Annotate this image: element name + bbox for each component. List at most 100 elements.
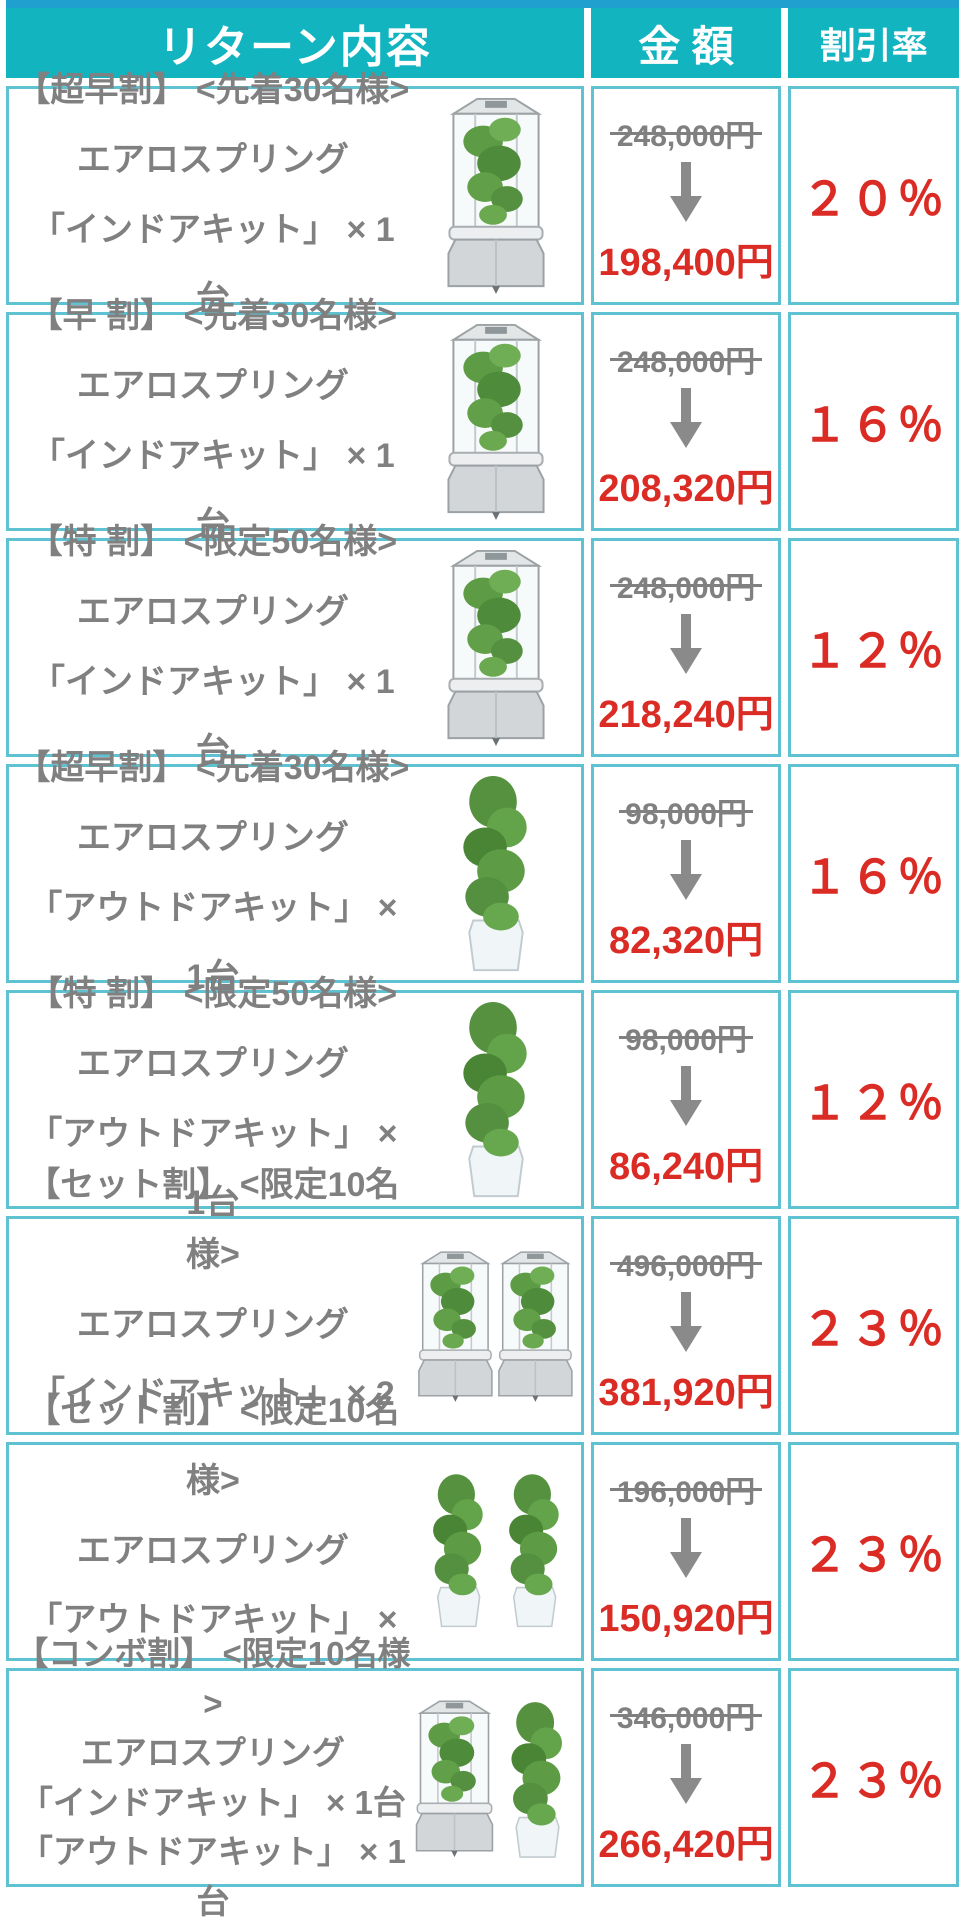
discount-cell: ２３％ (788, 1442, 959, 1661)
price-cell: 98,000円 86,240円 (590, 990, 782, 1209)
discount-cell: １２％ (788, 538, 959, 757)
discount-rate: １６％ (801, 398, 946, 451)
sale-price: 266,420円 (598, 1824, 774, 1866)
return-description-cell: 【早 割】 <先着30名様> エアロスプリング 「インドアキット」 × 1台 (6, 297, 584, 544)
return-description: 【早 割】 <先着30名様> エアロスプリング 「インドアキット」 × 1台 (9, 282, 411, 561)
header-amount: 金 額 (590, 8, 782, 78)
discount-rate: １２％ (801, 624, 946, 677)
price-cell: 248,000円 218,240円 (590, 538, 782, 757)
sale-price: 218,240円 (598, 694, 774, 736)
description-line: 【超早割】 <先着30名様> (16, 749, 410, 788)
description-line: 「インドアキット」 × 1台 (31, 210, 395, 319)
discount-cell: １６％ (788, 312, 959, 531)
return-description-cell: 【特 割】 <限定50名様> エアロスプリング 「アウトドアキット」 × 1台 (6, 975, 584, 1222)
header-returns: リターン内容 (6, 8, 584, 78)
return-row: 【コンボ割】 <限定10名様> エアロスプリング 「インドアキット」 × 1台 … (6, 1635, 959, 1920)
return-description-cell: 【コンボ割】 <限定10名様> エアロスプリング 「インドアキット」 × 1台 … (6, 1635, 584, 1920)
description-line: エアロスプリング (76, 1044, 349, 1083)
description-line: エアロスプリング (76, 1531, 349, 1570)
description-line: エアロスプリング (76, 592, 349, 631)
down-arrow-icon (670, 840, 703, 900)
return-description: 【超早割】 <先着30名様> エアロスプリング 「インドアキット」 × 1台 (9, 56, 411, 335)
indoor-kit-image (411, 318, 581, 526)
outdoor-kit-image (411, 770, 581, 978)
original-price: 98,000円 (619, 789, 753, 833)
discount-cell: ２０％ (788, 86, 959, 305)
description-line: エアロスプリング (76, 140, 349, 179)
indoor-kit-image (411, 92, 581, 300)
original-price: 496,000円 (609, 1241, 763, 1285)
indoor-kit-image (411, 544, 581, 752)
down-arrow-icon (670, 162, 703, 222)
sale-price: 381,920円 (598, 1372, 774, 1414)
description-line: 【早 割】 <先着30名様> (28, 297, 398, 336)
down-arrow-icon (670, 1292, 703, 1352)
sale-price: 82,320円 (608, 920, 764, 962)
description-line: 「インドアキット」 × 1台 (31, 662, 395, 771)
discount-rate: ２３％ (801, 1754, 946, 1807)
down-arrow-icon (670, 1518, 703, 1578)
description-line: 【コンボ割】 <限定10名様> (15, 1635, 411, 1722)
return-description: 【特 割】 <限定50名様> エアロスプリング 「インドアキット」 × 1台 (9, 508, 411, 787)
down-arrow-icon (670, 1066, 703, 1126)
down-arrow-icon (670, 614, 703, 674)
return-row: 【特 割】 <限定50名様> エアロスプリング 「アウトドアキット」 × 1台 … (6, 975, 959, 1222)
description-line: 【セット割】 <限定10名様> (26, 1392, 400, 1500)
sale-price: 198,400円 (598, 242, 774, 284)
price-cell: 248,000円 198,400円 (590, 86, 782, 305)
return-description: 【特 割】 <限定50名様> エアロスプリング 「アウトドアキット」 × 1台 (9, 960, 411, 1239)
discount-cell: ２３％ (788, 1216, 959, 1435)
description-line: 【特 割】 <限定50名様> (28, 523, 398, 562)
down-arrow-icon (670, 388, 703, 448)
sale-price: 208,320円 (598, 468, 774, 510)
description-line: エアロスプリング (76, 818, 349, 857)
discount-rate: １２％ (801, 1076, 946, 1129)
original-price: 98,000円 (619, 1015, 753, 1059)
price-cell: 496,000円 381,920円 (590, 1216, 782, 1435)
price-cell: 98,000円 82,320円 (590, 764, 782, 983)
original-price: 196,000円 (609, 1467, 763, 1511)
indoor-outdoor-combo-image (411, 1674, 581, 1882)
header-discount: 割引率 (788, 8, 959, 78)
original-price: 248,000円 (609, 563, 763, 607)
sale-price: 86,240円 (608, 1146, 764, 1188)
return-description-cell: 【超早割】 <先着30名様> エアロスプリング 「アウトドアキット」 × 1台 (6, 749, 584, 996)
description-line: 「アウトドアキット」 × 1台 (28, 888, 398, 997)
returns-table: リターン内容 金 額 割引率 【超早割】 <先着30名様> エアロスプリング 「… (6, 0, 959, 1920)
original-price: 248,000円 (609, 337, 763, 381)
description-line: エアロスプリング (76, 1305, 349, 1344)
table-top-border (6, 0, 959, 8)
return-description-cell: 【セット割】 <限定10名様> エアロスプリング 「アウトドアキット」 × 2台 (6, 1392, 584, 1709)
price-cell: 248,000円 208,320円 (590, 312, 782, 531)
description-line: 【超早割】 <先着30名様> (16, 71, 410, 110)
down-arrow-icon (670, 1744, 703, 1804)
return-description: 【超早割】 <先着30名様> エアロスプリング 「アウトドアキット」 × 1台 (9, 734, 411, 1013)
discount-cell: ２３％ (788, 1668, 959, 1887)
return-row: 【超早割】 <先着30名様> エアロスプリング 「アウトドアキット」 × 1台 … (6, 749, 959, 996)
discount-rate: １６％ (801, 850, 946, 903)
table-header-row: リターン内容 金 額 割引率 (6, 8, 959, 78)
original-price: 248,000円 (609, 111, 763, 155)
return-description-cell: 【超早割】 <先着30名様> エアロスプリング 「インドアキット」 × 1台 (6, 71, 584, 318)
return-row: 【早 割】 <先着30名様> エアロスプリング 「インドアキット」 × 1台 2… (6, 297, 959, 544)
discount-rate: ２３％ (801, 1302, 946, 1355)
discount-rate: ２３％ (801, 1528, 946, 1581)
price-cell: 346,000円 266,420円 (590, 1668, 782, 1887)
outdoor-kit-double-image (411, 1450, 581, 1654)
return-description: 【セット割】 <限定10名様> エアロスプリング 「アウトドアキット」 × 2台 (9, 1377, 411, 1725)
description-line: 「インドアキット」 × 1台 (19, 1783, 406, 1821)
return-row: 【超早割】 <先着30名様> エアロスプリング 「インドアキット」 × 1台 2… (6, 71, 959, 318)
description-line: エアロスプリング (80, 1734, 345, 1771)
price-cell: 196,000円 150,920円 (590, 1442, 782, 1661)
return-description-cell: 【特 割】 <限定50名様> エアロスプリング 「インドアキット」 × 1台 (6, 523, 584, 770)
description-line: 「アウトドアキット」 × 1台 (28, 1114, 398, 1223)
discount-cell: １６％ (788, 764, 959, 983)
original-price: 346,000円 (609, 1693, 763, 1737)
indoor-kit-double-image (411, 1224, 581, 1428)
sale-price: 150,920円 (598, 1598, 774, 1640)
outdoor-kit-image (411, 996, 581, 1204)
description-line: 【セット割】 <限定10名様> (26, 1166, 400, 1274)
discount-cell: １２％ (788, 990, 959, 1209)
description-line: 「アウトドアキット」 × 1台 (19, 1833, 406, 1920)
description-line: 【特 割】 <限定50名様> (28, 975, 398, 1014)
